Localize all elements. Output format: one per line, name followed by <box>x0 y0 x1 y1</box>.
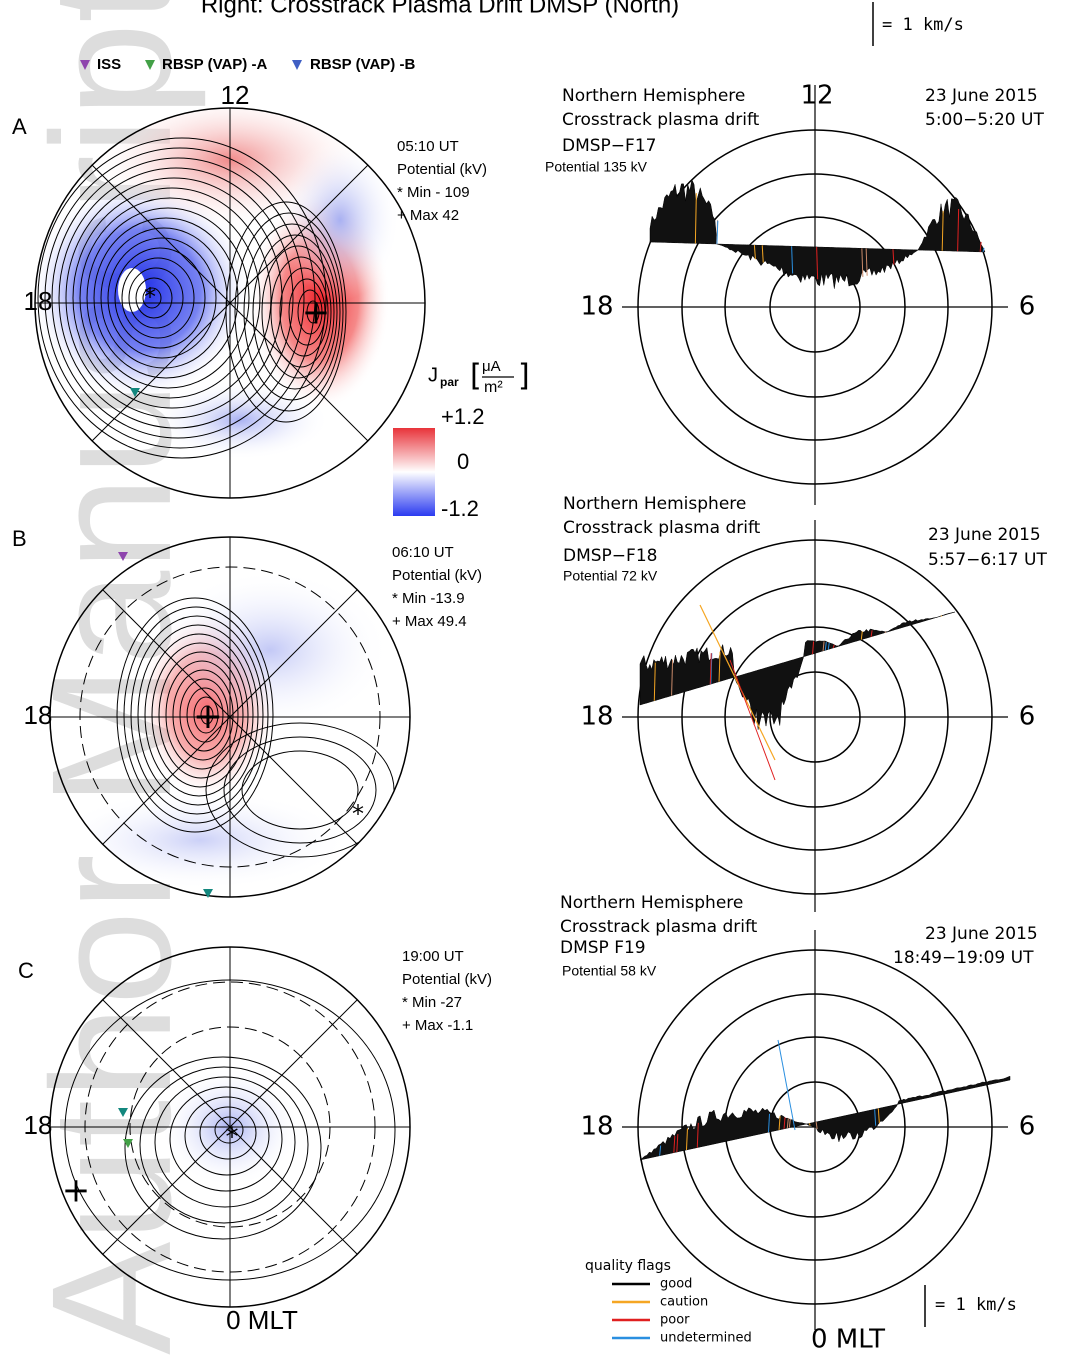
panel-info: * Min -27 <box>402 994 462 1011</box>
panel-info: * Min -13.9 <box>392 590 465 607</box>
colorbar-subscript: par <box>440 375 459 389</box>
current-blob <box>150 570 390 730</box>
mlt-12-label: 12 <box>221 80 250 110</box>
mlt-18-label: 18 <box>24 700 53 730</box>
drift-trace <box>640 612 955 730</box>
colorbar-tick: 0 <box>457 449 469 474</box>
colorbar-tick: +1.2 <box>441 404 484 429</box>
drift-plot <box>622 520 1008 912</box>
scale-label: = 1 km/s <box>935 1295 1017 1315</box>
panel-time: 5:00−5:20 UT <box>925 110 1044 130</box>
panel-header: Northern Hemisphere <box>560 893 743 913</box>
mlt-0-label: 0 MLT <box>226 1305 298 1335</box>
panel-potential: Potential 72 kV <box>563 568 658 584</box>
quality-title: quality flags <box>585 1258 671 1274</box>
quality-label: good <box>660 1277 692 1292</box>
marker-symbol: + <box>302 293 331 333</box>
panel-info: Potential (kV) <box>397 161 487 178</box>
panel-header: DMSP−F17 <box>562 136 656 156</box>
mlt-18-label: 18 <box>580 292 613 322</box>
mlt-6-label: 6 <box>1019 292 1036 322</box>
panel-header: Northern Hemisphere <box>562 86 745 106</box>
drift-trace <box>640 1076 1010 1160</box>
panel-header: Crosstrack plasma drift <box>560 917 758 937</box>
panel-label: C <box>18 958 34 983</box>
drift-plot <box>622 930 1010 1330</box>
panel-header: DMSP F19 <box>560 938 646 958</box>
mlt-12-label: 12 <box>800 81 833 111</box>
panel-time: 5:57−6:17 UT <box>928 550 1047 570</box>
bracket: ] <box>518 359 530 394</box>
panel-date: 23 June 2015 <box>925 924 1038 944</box>
marker-symbol: * <box>144 283 156 311</box>
legend-label: ISS <box>97 56 121 73</box>
bracket: [ <box>470 359 482 394</box>
quality-label: caution <box>660 1295 708 1310</box>
mlt-18-label: 18 <box>24 286 53 316</box>
legend-label: RBSP (VAP) -B <box>310 56 415 73</box>
legend-label: RBSP (VAP) -A <box>162 56 267 73</box>
colorbar-unit: m² <box>484 379 503 396</box>
current-blob <box>280 140 400 300</box>
panel-info: 19:00 UT <box>402 948 464 965</box>
quality-label: poor <box>660 1313 690 1328</box>
panel-date: 23 June 2015 <box>928 525 1041 545</box>
panel-header: Crosstrack plasma drift <box>563 518 761 538</box>
panel-info: 05:10 UT <box>397 138 459 155</box>
panel-info: Potential (kV) <box>402 971 492 988</box>
panel-info: * Min - 109 <box>397 184 470 201</box>
marker-symbol: + <box>193 696 223 737</box>
panel-header: DMSP−F18 <box>563 546 657 566</box>
panel-date: 23 June 2015 <box>925 86 1038 106</box>
panel-header: Crosstrack plasma drift <box>562 110 760 130</box>
panel-time: 18:49−19:09 UT <box>893 948 1034 968</box>
mlt-0-label: 0 MLT <box>811 1325 885 1355</box>
panel-label: B <box>12 526 27 551</box>
panel-label: A <box>12 114 27 139</box>
colorbar-tick: -1.2 <box>441 496 479 521</box>
marker-symbol: * <box>226 1123 239 1153</box>
colorbar <box>393 428 435 516</box>
mlt-18-label: 18 <box>580 702 613 732</box>
marker-symbol: + <box>62 1171 91 1211</box>
scale-label: = 1 km/s <box>882 15 964 35</box>
drift-flag <box>885 632 886 633</box>
marker-symbol: * <box>352 800 364 828</box>
panel-potential: Potential 58 kV <box>562 963 657 979</box>
panel-potential: Potential 135 kV <box>545 159 648 175</box>
panel-info: + Max 42 <box>397 207 459 224</box>
quality-label: undetermined <box>660 1331 752 1346</box>
potential-map <box>50 537 410 897</box>
header-title: Right: Crosstrack Plasma Drift DMSP (Nor… <box>201 0 679 18</box>
panel-header: Northern Hemisphere <box>563 494 746 514</box>
legend-marker <box>292 60 302 70</box>
mlt-18-label: 18 <box>24 1110 53 1140</box>
figure: Author Manuscript *++**+ Right: Crosstra… <box>0 0 1073 1355</box>
mlt-18-label: 18 <box>580 1112 613 1142</box>
colorbar-symbol: J <box>428 364 438 386</box>
colorbar-unit: μA <box>482 358 501 375</box>
mlt-6-label: 6 <box>1019 1112 1036 1142</box>
mlt-6-label: 6 <box>1019 702 1036 732</box>
panel-info: Potential (kV) <box>392 567 482 584</box>
panel-info: + Max -1.1 <box>402 1017 473 1034</box>
drift-plot <box>622 85 1008 505</box>
panel-info: 06:10 UT <box>392 544 454 561</box>
panel-info: + Max 49.4 <box>392 613 467 630</box>
